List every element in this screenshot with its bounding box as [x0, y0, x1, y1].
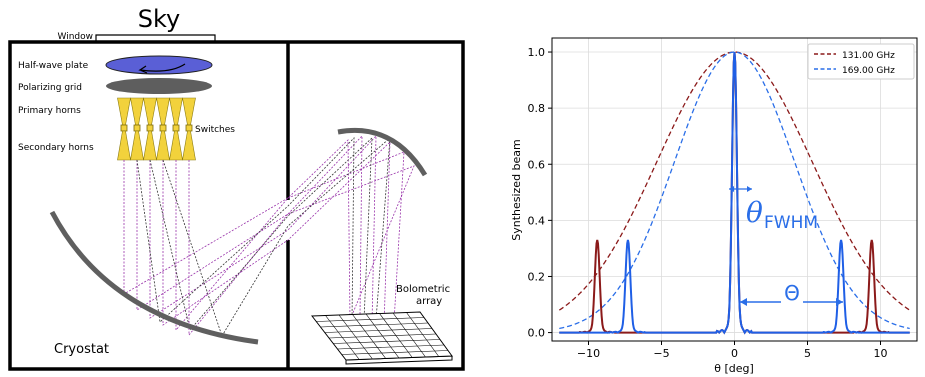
beam-line-1 — [559, 51, 910, 335]
fwhm-symbol: θ — [746, 196, 763, 229]
switch-3 — [159, 124, 167, 132]
x-tick-label: 5 — [804, 347, 811, 360]
spacing-arrowhead-right — [836, 298, 843, 306]
instrument-diagram: Sky Window Half-wave plate Polarizing gr… — [8, 5, 465, 371]
legend-box — [807, 43, 915, 80]
chart-grid — [552, 38, 917, 341]
x-tick-label: −10 — [577, 347, 600, 360]
ray-purple-1 — [136, 134, 363, 317]
horn-array — [117, 97, 196, 161]
legend: 131.00 GHz 169.00 GHz — [807, 43, 915, 80]
ray-bundle — [123, 134, 415, 337]
array-row — [341, 350, 449, 355]
legend-label-169: 169.00 GHz — [842, 66, 895, 76]
bolometric-array — [311, 311, 453, 365]
ray-dark-1 — [149, 137, 373, 331]
hwp-label: Half-wave plate — [18, 61, 89, 71]
primary-horn-5 — [182, 97, 196, 126]
switch-4 — [172, 124, 180, 132]
switch-0 — [120, 124, 128, 132]
secondary-horn-5 — [182, 130, 196, 161]
secondary-horn-4 — [169, 130, 183, 161]
fwhm-arrowhead-right — [747, 186, 752, 192]
array-col — [406, 312, 439, 357]
ray-purple-4 — [175, 151, 405, 332]
primary-horn-1 — [130, 97, 144, 126]
secondary-horn-0 — [117, 130, 131, 161]
envelope-line-0 — [558, 51, 911, 311]
cryostat-wall — [8, 40, 465, 371]
beam-chart: −10 −5 0 5 10 0.0 0.2 0.4 0.6 0.8 1.0 θ [deg] Synt… — [510, 37, 918, 375]
array-row — [328, 333, 437, 339]
chart-series — [558, 51, 911, 335]
grid-label: Polarizing grid — [18, 83, 82, 93]
switch-5 — [185, 124, 193, 132]
switches-label: Switches — [195, 125, 235, 135]
y-axis-label: Synthesized beam — [510, 139, 523, 241]
array-row — [333, 339, 441, 344]
legend-label-131: 131.00 GHz — [842, 51, 895, 61]
x-axis-label: θ [deg] — [714, 362, 754, 375]
x-tick-label: −5 — [653, 347, 669, 360]
primary-mirror — [49, 210, 259, 345]
spacing-symbol: Θ — [784, 281, 800, 305]
secondary-horn-1 — [130, 130, 144, 161]
primary-horn-2 — [143, 97, 157, 126]
switch-1 — [133, 124, 141, 132]
ray-purple-0 — [123, 139, 351, 321]
switch-2 — [146, 124, 154, 132]
ray-purple-2 — [149, 134, 377, 325]
fwhm-annotation: θ FWHM — [729, 186, 818, 233]
x-tick-label: 0 — [731, 347, 738, 360]
secondary-mirror — [337, 127, 428, 177]
array-col — [392, 312, 426, 358]
y-tick-label: 1.0 — [528, 46, 546, 59]
sky-label: Sky — [138, 5, 180, 33]
fwhm-arrowhead-left — [729, 186, 734, 192]
y-tick-label: 0.8 — [528, 102, 546, 115]
bolometer-label-2: array — [416, 296, 442, 307]
spacing-label-bg — [781, 282, 803, 306]
secondary-horns-label: Secondary horns — [18, 143, 94, 153]
spacing-arrowhead-left — [740, 298, 747, 306]
bolometer-label: Bolometric — [396, 284, 450, 295]
secondary-horn-2 — [143, 130, 157, 161]
array-row — [337, 344, 445, 350]
half-wave-plate — [105, 55, 213, 75]
ray-dark-2 — [162, 137, 391, 337]
y-tick-label: 0.0 — [528, 327, 546, 340]
primary-horn-4 — [169, 97, 183, 126]
window-label: Window — [58, 32, 94, 42]
envelope-line-1 — [559, 51, 910, 330]
window-bracket — [95, 34, 216, 42]
y-tick-label: 0.4 — [528, 214, 546, 227]
array-col — [379, 313, 413, 358]
chart-ticks: −10 −5 0 5 10 0.0 0.2 0.4 0.6 0.8 1.0 — [528, 46, 888, 360]
primary-horn-3 — [156, 97, 170, 126]
y-tick-label: 0.2 — [528, 270, 546, 283]
secondary-horn-3 — [156, 130, 170, 161]
cryostat-label: Cryostat — [54, 342, 109, 357]
fwhm-subscript: FWHM — [764, 213, 818, 233]
y-tick-label: 0.6 — [528, 158, 546, 171]
rotation-arrow-icon — [138, 63, 186, 74]
spacing-annotation: Θ — [740, 281, 843, 306]
ray-purple-5 — [188, 160, 415, 337]
polarizing-grid — [106, 78, 212, 94]
primary-horn-0 — [117, 97, 131, 126]
ray-dark-0 — [136, 137, 355, 323]
primary-horns-label: Primary horns — [18, 106, 81, 116]
ray-purple-3 — [162, 141, 391, 327]
x-tick-label: 10 — [874, 347, 888, 360]
